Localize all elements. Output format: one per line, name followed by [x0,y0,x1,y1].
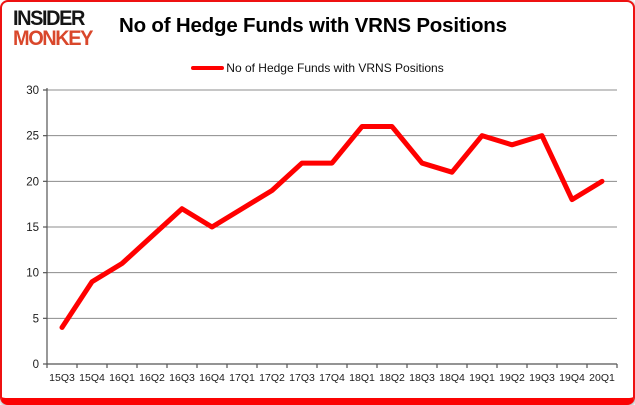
svg-text:15Q4: 15Q4 [79,372,105,384]
svg-text:18Q2: 18Q2 [379,372,405,384]
series-line [59,124,605,330]
svg-text:17Q3: 17Q3 [289,372,315,384]
gridlines [47,89,617,319]
svg-text:18Q4: 18Q4 [439,372,465,384]
logo-line1: INSIDER [13,7,85,30]
logo-line2: MONKEY [13,26,93,50]
svg-text:17Q1: 17Q1 [229,372,255,384]
svg-text:19Q3: 19Q3 [529,372,555,384]
svg-text:18Q3: 18Q3 [409,372,435,384]
svg-text:16Q4: 16Q4 [199,372,225,384]
svg-text:18Q1: 18Q1 [349,372,375,384]
y-axis [43,88,48,365]
x-axis-tick-labels: 15Q3 15Q4 16Q1 16Q2 16Q3 16Q4 17Q1 17Q2 17Q3 17Q4… [49,372,615,384]
chart-title: No of Hedge Funds with VRNS Positions [119,14,507,37]
legend: No of Hedge Funds with VRNS Positions [2,61,633,75]
svg-text:16Q3: 16Q3 [169,372,195,384]
svg-text:15Q3: 15Q3 [49,372,75,384]
svg-text:15: 15 [26,222,39,234]
svg-text:20: 20 [26,176,39,188]
svg-text:16Q2: 16Q2 [139,372,165,384]
legend-label: No of Hedge Funds with VRNS Positions [226,61,444,75]
svg-text:20Q1: 20Q1 [589,372,615,384]
x-axis [46,363,618,368]
svg-text:19Q4: 19Q4 [559,372,585,384]
svg-text:17Q2: 17Q2 [259,372,285,384]
y-axis-tick-labels: 0 5 10 15 20 25 30 [26,85,39,371]
svg-text:25: 25 [26,131,39,143]
svg-text:30: 30 [26,85,39,97]
svg-text:10: 10 [26,268,39,280]
svg-text:19Q1: 19Q1 [469,372,495,384]
insider-monkey-logo: INSIDER MONKEY [13,7,93,50]
svg-text:17Q4: 17Q4 [319,372,345,384]
svg-text:19Q2: 19Q2 [499,372,525,384]
svg-text:0: 0 [33,359,39,371]
legend-line-swatch [191,65,225,71]
svg-text:5: 5 [33,313,39,325]
svg-text:16Q1: 16Q1 [109,372,135,384]
